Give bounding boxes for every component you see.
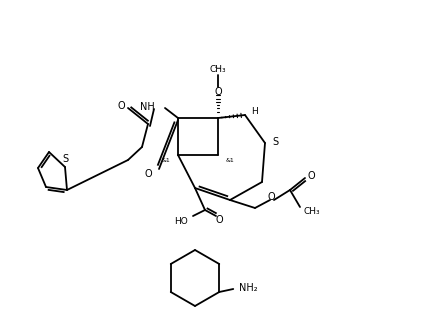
Text: O: O xyxy=(308,171,315,181)
Text: O: O xyxy=(145,169,152,179)
Text: O: O xyxy=(267,192,275,202)
Text: O: O xyxy=(117,101,125,111)
Text: &1: &1 xyxy=(226,158,235,163)
Text: &1: &1 xyxy=(161,158,170,163)
Text: S: S xyxy=(272,137,278,147)
Text: S: S xyxy=(62,154,68,164)
Text: O: O xyxy=(215,215,223,225)
Text: NH₂: NH₂ xyxy=(239,283,258,293)
Text: H: H xyxy=(251,107,258,116)
Text: HO: HO xyxy=(174,216,188,225)
Text: CH₃: CH₃ xyxy=(210,64,226,74)
Text: O: O xyxy=(214,87,222,97)
Text: CH₃: CH₃ xyxy=(303,208,320,216)
Text: methoxy: methoxy xyxy=(215,66,221,68)
Text: NH: NH xyxy=(140,102,155,112)
